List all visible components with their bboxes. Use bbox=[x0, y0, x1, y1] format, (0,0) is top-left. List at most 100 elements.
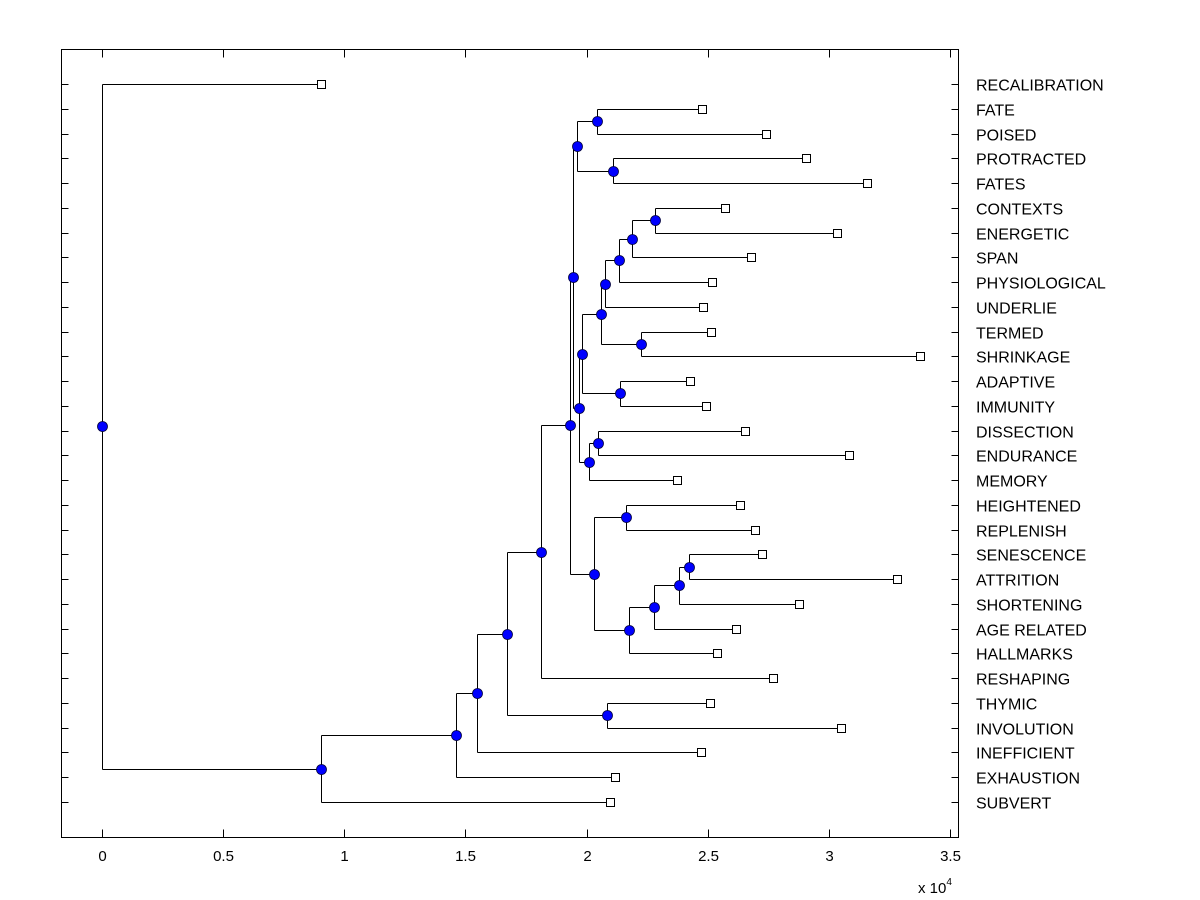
cluster-node bbox=[614, 255, 625, 266]
leaf-marker bbox=[736, 501, 745, 510]
leaf-label: TERMED bbox=[976, 326, 1044, 343]
cluster-node bbox=[584, 457, 595, 468]
cluster-node bbox=[472, 688, 483, 699]
x-tick-label: 2 bbox=[583, 848, 591, 865]
cluster-node bbox=[636, 339, 647, 350]
cluster-node bbox=[624, 625, 635, 636]
leaf-label: SUBVERT bbox=[976, 796, 1052, 813]
leaf-label: ENDURANCE bbox=[976, 449, 1077, 466]
leaf-marker bbox=[713, 649, 722, 658]
leaf-marker bbox=[707, 328, 716, 337]
leaf-label: INEFFICIENT bbox=[976, 746, 1075, 763]
leaf-label: ADAPTIVE bbox=[976, 375, 1055, 392]
leaf-marker bbox=[916, 352, 925, 361]
cluster-node bbox=[621, 512, 632, 523]
cluster-node bbox=[650, 215, 661, 226]
leaf-label: CONTEXTS bbox=[976, 202, 1063, 219]
leaf-marker bbox=[698, 105, 707, 114]
leaf-label: FATES bbox=[976, 177, 1026, 194]
leaf-label: RECALIBRATION bbox=[976, 78, 1104, 95]
cluster-node bbox=[596, 309, 607, 320]
cluster-node bbox=[674, 580, 685, 591]
leaf-label: PROTRACTED bbox=[976, 152, 1086, 169]
cluster-node bbox=[451, 730, 462, 741]
leaf-marker bbox=[762, 130, 771, 139]
leaf-label: HEIGHTENED bbox=[976, 499, 1081, 516]
leaf-label: HALLMARKS bbox=[976, 647, 1073, 664]
leaf-marker bbox=[802, 154, 811, 163]
axis-ticks bbox=[61, 49, 959, 838]
cluster-node bbox=[602, 710, 613, 721]
leaf-marker bbox=[673, 476, 682, 485]
x-tick-labels: 0 0.5 1 1.5 2 2.5 3 3.5 bbox=[98, 848, 961, 865]
leaf-label: INVOLUTION bbox=[976, 722, 1074, 739]
cluster-node bbox=[572, 141, 583, 152]
x-tick-label: 0 bbox=[98, 848, 106, 865]
cluster-node bbox=[565, 420, 576, 431]
leaf-marker bbox=[747, 253, 756, 262]
plot-frame bbox=[61, 49, 959, 838]
leaf-label: MEMORY bbox=[976, 474, 1048, 491]
cluster-node bbox=[684, 562, 695, 573]
leaf-marker bbox=[795, 600, 804, 609]
leaf-marker bbox=[702, 402, 711, 411]
leaf-label: SHORTENING bbox=[976, 598, 1082, 615]
cluster-node bbox=[608, 166, 619, 177]
leaf-label: IMMUNITY bbox=[976, 400, 1055, 417]
leaf-marker bbox=[317, 80, 326, 89]
leaf-marker bbox=[686, 377, 695, 386]
leaf-label: POISED bbox=[976, 128, 1036, 145]
x-tick-label: 2.5 bbox=[698, 848, 719, 865]
leaf-label: SENESCENCE bbox=[976, 548, 1086, 565]
cluster-node bbox=[592, 116, 603, 127]
cluster-node bbox=[574, 403, 585, 414]
leaf-label: ATTRITION bbox=[976, 573, 1059, 590]
cluster-node bbox=[577, 349, 588, 360]
cluster-node bbox=[536, 547, 547, 558]
leaf-label: ENERGETIC bbox=[976, 227, 1069, 244]
leaf-marker bbox=[863, 179, 872, 188]
cluster-node bbox=[316, 764, 327, 775]
leaf-label: AGE RELATED bbox=[976, 623, 1087, 640]
x-tick-label: 3 bbox=[825, 848, 833, 865]
leaf-marker bbox=[706, 699, 715, 708]
leaf-label: PHYSIOLOGICAL bbox=[976, 276, 1106, 293]
cluster-node bbox=[97, 421, 108, 432]
leaf-marker bbox=[699, 303, 708, 312]
leaf-labels: RECALIBRATION FATE POISED PROTRACTED FATES CO… bbox=[976, 78, 1106, 813]
cluster-node bbox=[615, 388, 626, 399]
cluster-node bbox=[627, 234, 638, 245]
leaf-label: SHRINKAGE bbox=[976, 350, 1070, 367]
leaf-label: DISSECTION bbox=[976, 425, 1074, 442]
leaf-label: REPLENISH bbox=[976, 524, 1067, 541]
dendrogram-nodes bbox=[97, 116, 695, 775]
x-tick-label: 3.5 bbox=[940, 848, 961, 865]
cluster-node bbox=[593, 438, 604, 449]
leaf-marker bbox=[833, 229, 842, 238]
x-multiplier: x 104 bbox=[918, 877, 952, 897]
leaf-marker bbox=[611, 773, 620, 782]
x-tick-label: 1 bbox=[340, 848, 348, 865]
leaf-marker bbox=[893, 575, 902, 584]
leaf-marker bbox=[697, 748, 706, 757]
leaf-label: RESHAPING bbox=[976, 672, 1070, 689]
leaf-marker bbox=[837, 724, 846, 733]
cluster-node bbox=[589, 569, 600, 580]
cluster-node bbox=[600, 279, 611, 290]
leaf-label: THYMIC bbox=[976, 697, 1037, 714]
leaf-marker bbox=[769, 674, 778, 683]
leaf-label: FATE bbox=[976, 103, 1015, 120]
leaf-marker bbox=[845, 451, 854, 460]
leaf-marker bbox=[606, 798, 615, 807]
x-tick-label: 1.5 bbox=[455, 848, 476, 865]
leaf-marker bbox=[708, 278, 717, 287]
leaf-marker bbox=[751, 526, 760, 535]
leaf-label: EXHAUSTION bbox=[976, 771, 1080, 788]
leaf-marker bbox=[732, 625, 741, 634]
leaf-label: UNDERLIE bbox=[976, 301, 1057, 318]
cluster-node bbox=[649, 602, 660, 613]
leaf-marker bbox=[741, 427, 750, 436]
cluster-node bbox=[502, 629, 513, 640]
leaf-marker bbox=[721, 204, 730, 213]
